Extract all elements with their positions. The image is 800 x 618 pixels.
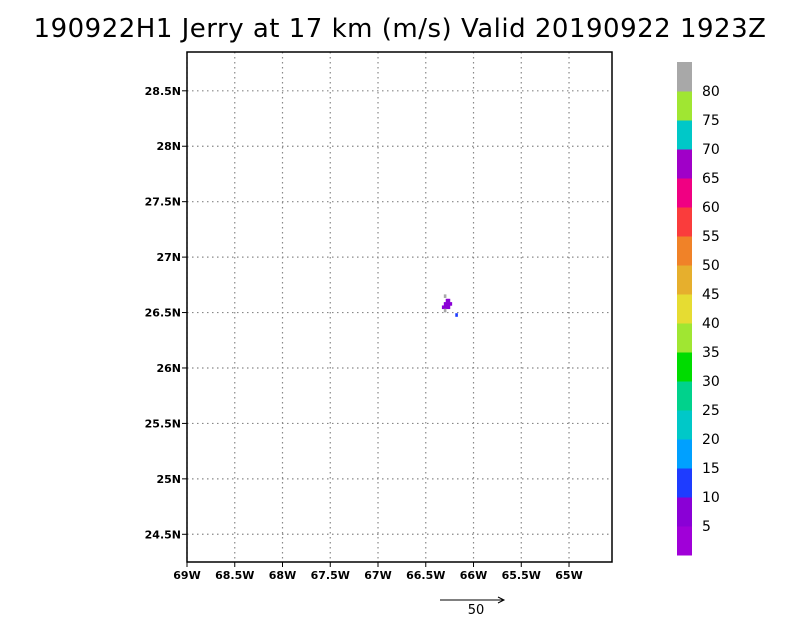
colorbar-swatch [677, 439, 692, 469]
colorbar-label: 25 [702, 403, 720, 419]
colorbar-label: 30 [702, 374, 720, 390]
reference-vector-label: 50 [468, 603, 485, 618]
colorbar-label: 50 [702, 258, 720, 274]
wind-cell [455, 313, 458, 317]
plot-title: 190922H1 Jerry at 17 km (m/s) Valid 2019… [33, 14, 767, 44]
colorbar-label: 45 [702, 287, 720, 303]
wind-cells [441, 294, 458, 317]
lon-tick-label: 66W [460, 569, 487, 582]
colorbar-swatch [677, 62, 692, 92]
reference-arrow-head [497, 596, 506, 604]
wind-cell [447, 298, 451, 303]
wind-cell [443, 305, 447, 310]
grid-lines [186, 52, 612, 562]
wind-cell [443, 308, 447, 313]
colorbar-swatch [677, 410, 692, 440]
lat-tick-label: 25N [156, 473, 181, 486]
wind-cell [445, 298, 449, 303]
colorbar-label: 5 [702, 519, 711, 535]
colorbar-label: 35 [702, 345, 720, 361]
colorbar-swatch [677, 381, 692, 411]
lon-tick-label: 67W [364, 569, 391, 582]
colorbar-label: 65 [702, 171, 720, 187]
colorbar-label: 20 [702, 432, 720, 448]
lat-tick-label: 27.5N [145, 196, 181, 209]
colorbar-label: 40 [702, 316, 720, 332]
lon-tick-label: 67.5W [311, 569, 350, 582]
colorbar-swatch [677, 91, 692, 121]
colorbar-swatch [677, 207, 692, 237]
colorbar-label: 15 [702, 461, 720, 477]
colorbar-swatch [677, 352, 692, 382]
colorbar-swatch [677, 468, 692, 498]
colorbar-swatch [677, 526, 692, 556]
colorbar-swatch [677, 294, 692, 324]
wind-cell [447, 302, 451, 306]
colorbar-swatch [677, 497, 692, 527]
lat-tick-label: 25.5N [145, 417, 181, 430]
colorbar-label: 60 [702, 200, 720, 216]
wind-cell [443, 294, 447, 298]
lon-tick-label: 68.5W [215, 569, 254, 582]
wind-cell [449, 302, 453, 306]
colorbar-swatch [677, 323, 692, 353]
wind-cell [447, 305, 451, 310]
lat-tick-label: 27N [156, 251, 181, 264]
wind-cell [441, 305, 445, 310]
lat-tick-label: 28N [156, 140, 181, 153]
colorbar-label: 75 [702, 113, 720, 129]
lon-tick-label: 68W [269, 569, 296, 582]
colorbar-swatch [677, 120, 692, 150]
lon-tick-label: 66.5W [406, 569, 445, 582]
colorbar-swatch [677, 149, 692, 179]
lat-tick-label: 28.5N [145, 85, 181, 98]
lat-axis: 28.5N 28N 27.5N 27N 26.5N 26N 25.5N 25N 24.5N [145, 85, 187, 541]
lat-tick-label: 26.5N [145, 307, 181, 320]
colorbar-swatch [677, 178, 692, 208]
wind-cell [445, 302, 449, 306]
colorbar-label: 70 [702, 142, 720, 158]
colorbar-swatch [677, 236, 692, 266]
lon-tick-label: 65.5W [502, 569, 541, 582]
map-frame [186, 51, 613, 563]
lon-tick-label: 69W [173, 569, 200, 582]
wind-cell [443, 302, 447, 306]
lon-tick-label: 65W [555, 569, 582, 582]
reference-vector: 50 [440, 596, 506, 618]
colorbar-label: 80 [702, 84, 720, 100]
colorbar-label: 10 [702, 490, 720, 506]
wind-cell [445, 305, 449, 310]
colorbar: 5 10 15 20 25 30 35 40 45 50 55 60 65 70 75 80 [677, 62, 720, 556]
colorbar-swatch [677, 265, 692, 295]
lat-tick-label: 26N [156, 362, 181, 375]
colorbar-label: 55 [702, 229, 720, 245]
lat-tick-label: 24.5N [145, 528, 181, 541]
lon-axis: 69W 68.5W 68W 67.5W 67W 66.5W 66W 65.5W 65W [173, 562, 583, 582]
